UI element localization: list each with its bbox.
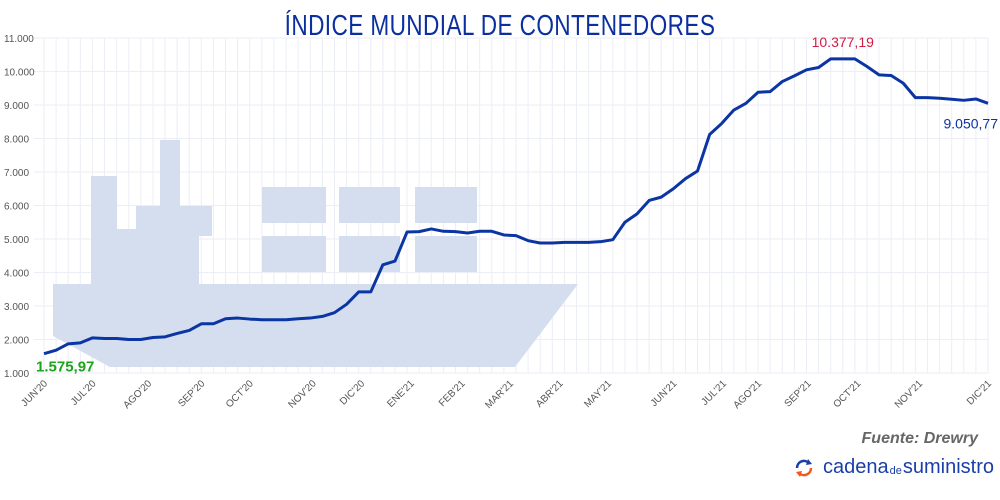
container [339, 236, 400, 272]
x-tick-label: OCT'20 [224, 378, 256, 410]
x-tick-label: JUN'20 [19, 378, 50, 409]
ship-mast [160, 140, 180, 286]
ship-tower [180, 236, 199, 286]
x-tick-label: ABR'21 [534, 378, 566, 410]
y-tick-label: 7.000 [4, 168, 29, 179]
source-note: Fuente: Drewry [861, 430, 978, 447]
y-tick-label: 3.000 [4, 302, 29, 313]
brand-text-1: cadena [823, 456, 889, 478]
data-label: 1.575,97 [36, 359, 94, 376]
x-tick-label: JUL'21 [699, 378, 729, 408]
container [262, 187, 326, 223]
x-tick-label: AGO'21 [731, 378, 764, 411]
container [339, 187, 400, 223]
series-line [43, 57, 989, 356]
y-tick-label: 2.000 [4, 336, 29, 347]
ship-tower [180, 206, 212, 236]
x-tick-label: SEP'21 [783, 378, 814, 409]
y-tick-label: 10.000 [4, 68, 35, 79]
x-tick-label: MAR'21 [483, 378, 516, 411]
y-tick-label: 8.000 [4, 135, 29, 146]
x-tick-label: FEB'21 [437, 378, 468, 409]
data-label: 9.050,77 [944, 115, 999, 131]
x-tick-label: JUN'21 [649, 378, 680, 409]
x-tick-label: AGO'20 [121, 378, 154, 411]
brand-text-3: suministro [902, 456, 995, 478]
x-tick-label: MAY'21 [582, 378, 614, 410]
ship-tower [136, 206, 161, 286]
container [415, 187, 477, 223]
container [262, 236, 326, 272]
x-tick-label: JUL'20 [69, 378, 99, 408]
x-tick-label: ENE'21 [385, 378, 417, 410]
container [415, 236, 477, 272]
y-tick-label: 9.000 [4, 101, 29, 112]
refresh-arrows-icon [795, 458, 813, 477]
y-tick-label: 11.000 [4, 34, 34, 45]
x-tick-label: NOV'20 [286, 378, 319, 411]
brand-text-2: de [889, 464, 902, 477]
x-tick-label: DIC'20 [338, 378, 367, 407]
chart-title: ÍNDICE MUNDIAL DE CONTENEDORES [284, 10, 716, 42]
x-tick-label: OCT'21 [831, 378, 863, 410]
x-tick-label: SEP'20 [176, 378, 207, 409]
data-label: 10.377,19 [812, 34, 874, 50]
x-tick-label: DIC'21 [965, 378, 994, 407]
y-tick-label: 1.000 [4, 369, 29, 380]
y-tick-label: 4.000 [4, 269, 29, 280]
ship-hull [53, 284, 578, 367]
ship-tower [91, 176, 117, 286]
brand-logo: cadena de suministro [793, 456, 994, 479]
y-tick-label: 5.000 [4, 235, 29, 246]
ship-tower [117, 229, 137, 286]
y-tick-label: 6.000 [4, 202, 29, 213]
x-tick-label: NOV'21 [893, 378, 926, 411]
ship-illustration [53, 140, 578, 367]
